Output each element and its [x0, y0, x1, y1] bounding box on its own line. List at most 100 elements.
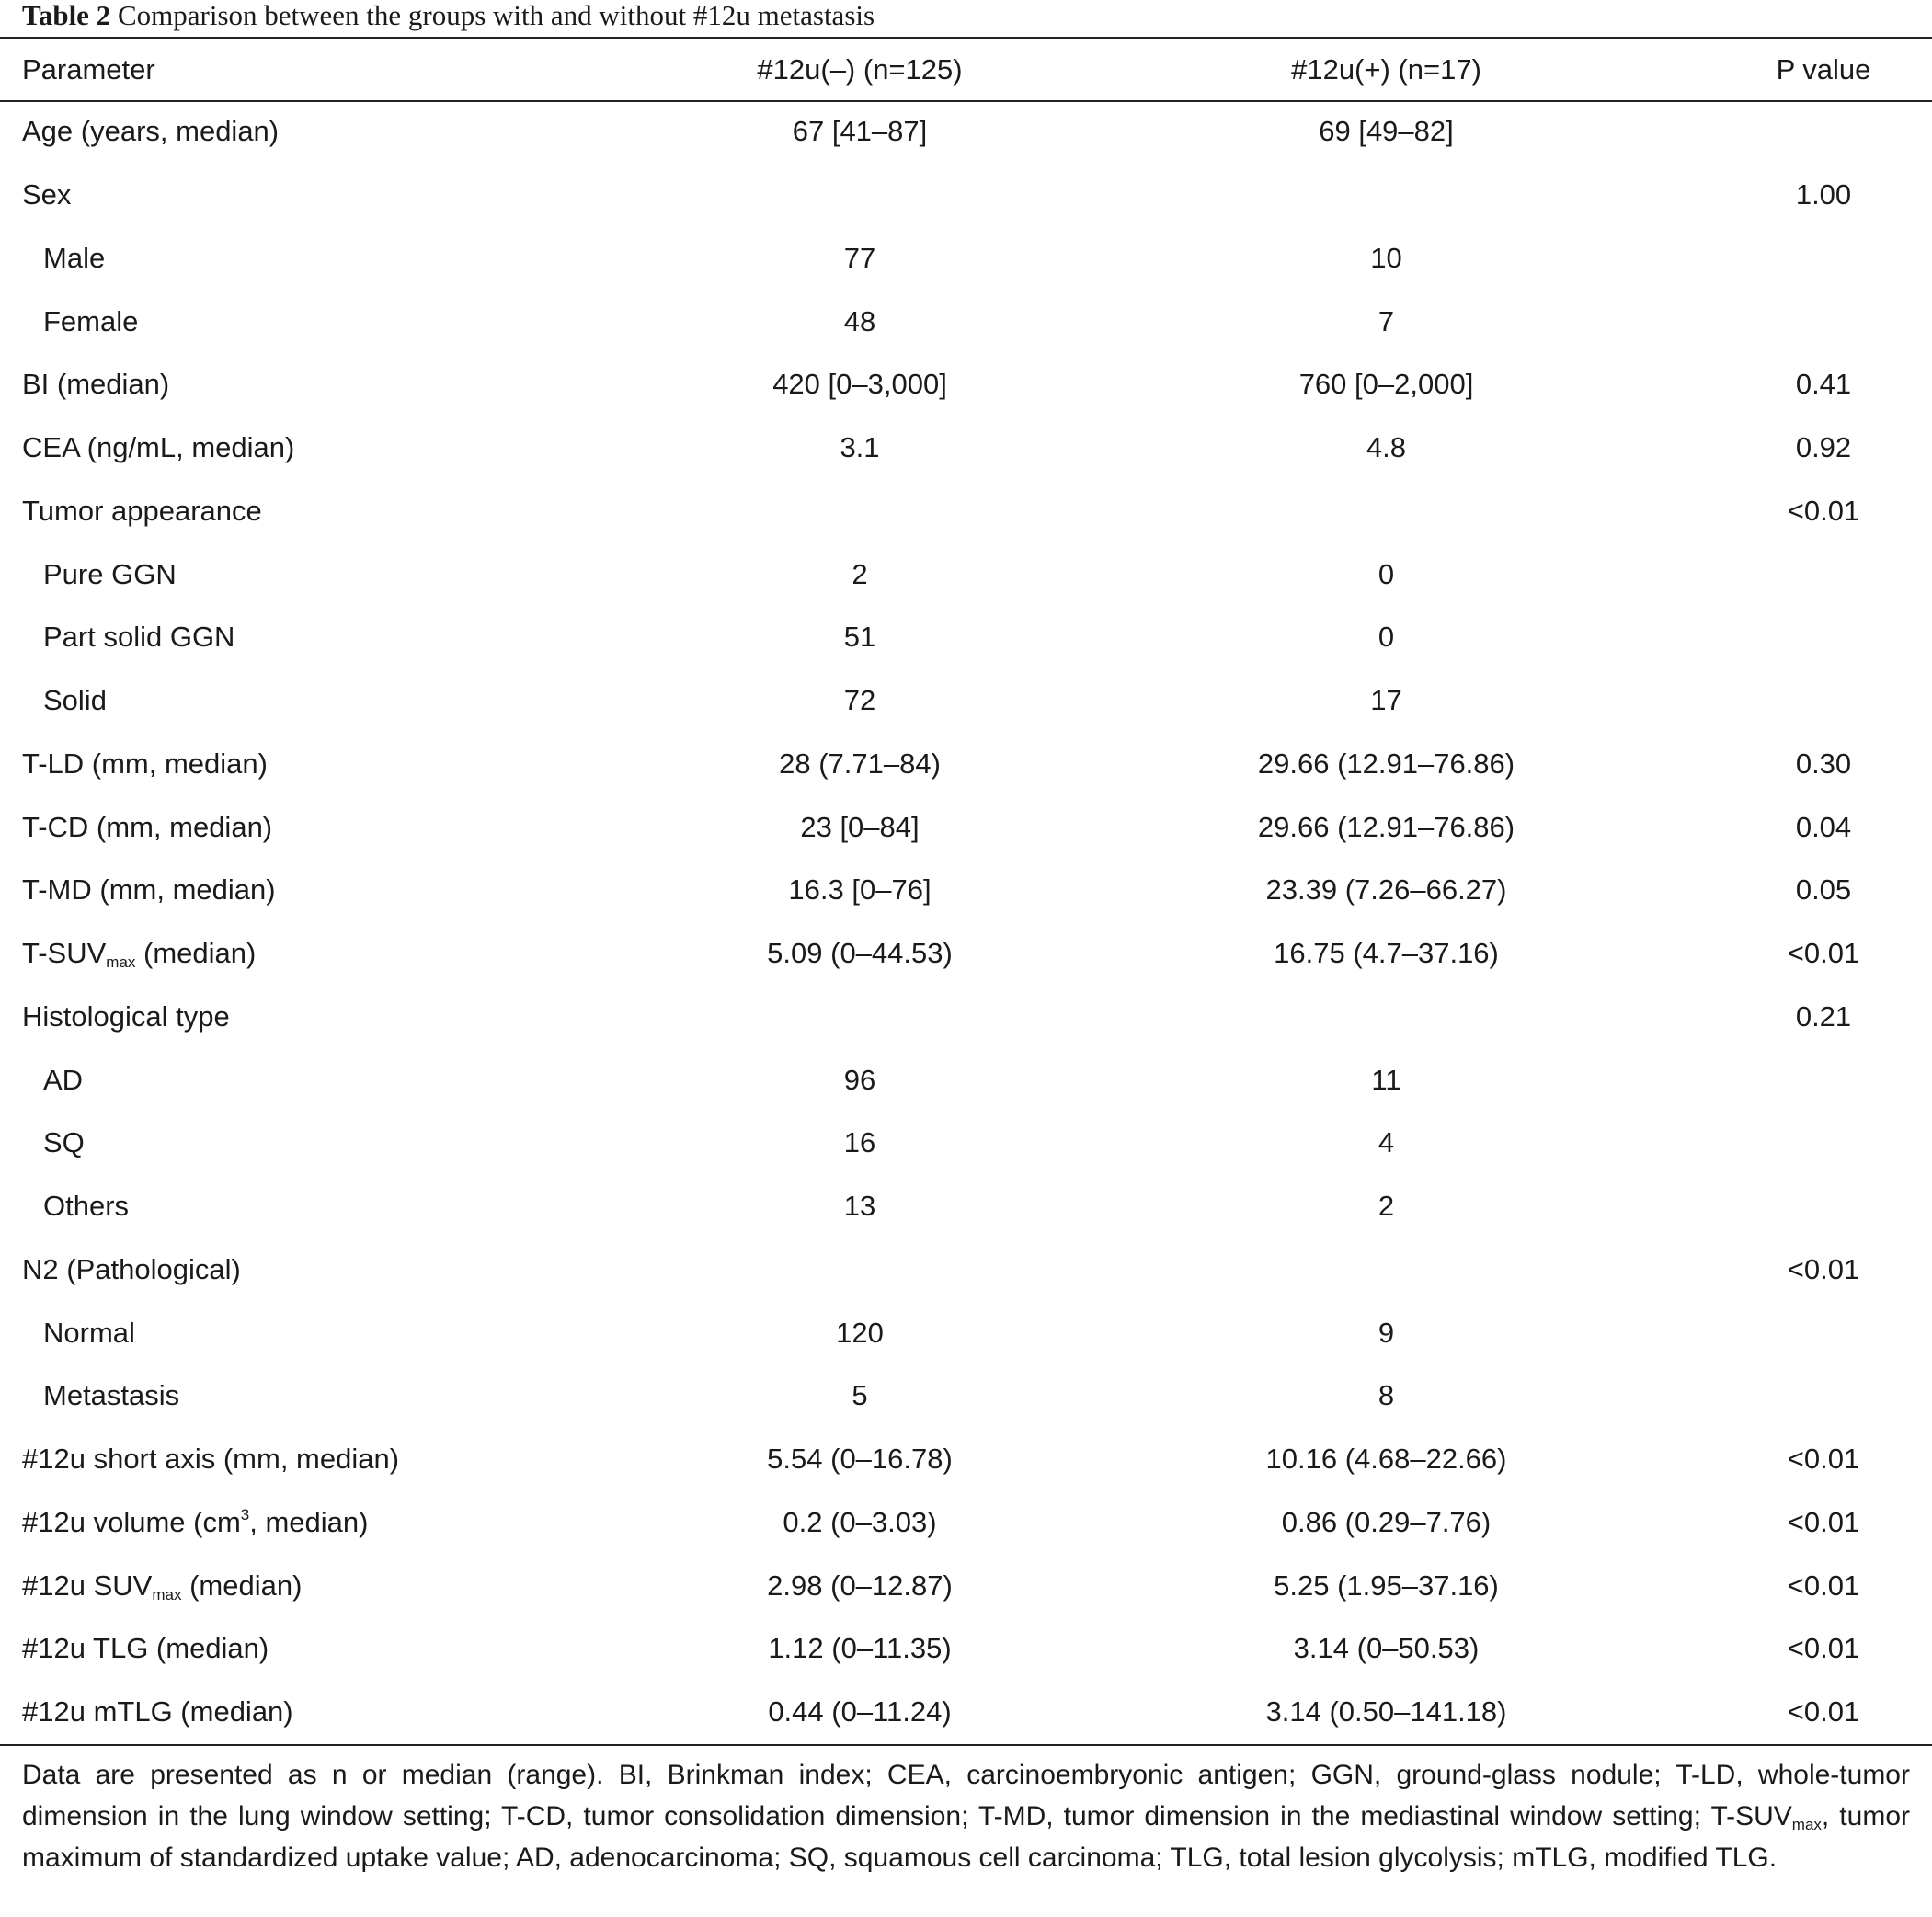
p-value-cell: 0.92: [1795, 431, 1852, 464]
negative-value-cell: 3.1: [840, 431, 880, 464]
table-row: Sex 1.00: [0, 164, 1932, 227]
table-header: Parameter #12u(–) (n=125) #12u(+) (n=17)…: [0, 39, 1932, 100]
positive-value-cell: 10.16 (4.68–22.66): [1265, 1443, 1507, 1476]
p-value-cell: 1.00: [1795, 178, 1852, 211]
negative-value-cell: 28 (7.71–84): [779, 747, 941, 780]
positive-value-cell: 8: [1378, 1379, 1395, 1412]
table-row: #12u volume (cm3, median) 0.2 (0–3.03) 0…: [0, 1491, 1932, 1555]
p-value-cell: <0.01: [1787, 494, 1860, 527]
parameter-cell: Others: [43, 1190, 130, 1223]
positive-value-cell: 3.14 (0.50–141.18): [1265, 1695, 1507, 1729]
table-row: Age (years, median) 67 [41–87] 69 [49–82…: [0, 100, 1932, 164]
footnote-text: Data are presented as n or median (range…: [22, 1760, 1910, 1831]
parameter-cell: SQ: [43, 1126, 85, 1159]
p-value-cell: <0.01: [1787, 1632, 1860, 1665]
table-row: N2 (Pathological) <0.01: [0, 1238, 1932, 1302]
negative-value-cell: 77: [843, 241, 876, 274]
footnote-subscript-max: max: [1791, 1816, 1822, 1833]
header-negative-group: #12u(–) (n=125): [757, 52, 963, 86]
parameter-cell: Male: [43, 241, 106, 274]
negative-value-cell: 120: [836, 1316, 884, 1349]
parameter-text: #12u volume (cm: [22, 1505, 241, 1538]
parameter-cell: #12u short axis (mm, median): [22, 1443, 400, 1476]
superscript-3: 3: [240, 1505, 250, 1523]
parameter-cell: AD: [43, 1063, 84, 1096]
positive-value-cell: [1057, 986, 1715, 1049]
footnote-text-continued: , tumor maximum of standardized uptake v…: [22, 1801, 1910, 1873]
p-value-cell: 0.30: [1795, 747, 1852, 780]
table-row: AD 96 11: [0, 1048, 1932, 1112]
table-row: #12u short axis (mm, median) 5.54 (0–16.…: [0, 1428, 1932, 1491]
table-row: CEA (ng/mL, median) 3.1 4.8 0.92: [0, 416, 1932, 480]
negative-value-cell: 67 [41–87]: [792, 115, 928, 148]
top-rule: [0, 37, 1932, 39]
parameter-text-suffix: , median): [249, 1505, 369, 1538]
parameter-cell: Age (years, median): [22, 115, 280, 148]
negative-value-cell: 96: [843, 1063, 876, 1096]
negative-value-cell: 0.2 (0–3.03): [783, 1505, 937, 1538]
subscript-max: max: [152, 1585, 182, 1603]
negative-value-cell: 2.98 (0–12.87): [767, 1569, 953, 1602]
table-row: T-SUVmax (median) 5.09 (0–44.53) 16.75 (…: [0, 922, 1932, 986]
positive-value-cell: 9: [1378, 1316, 1395, 1349]
positive-value-cell: 4.8: [1366, 431, 1407, 464]
p-value-cell: [1715, 100, 1932, 164]
header-rule: [0, 100, 1932, 102]
positive-value-cell: 11: [1371, 1063, 1401, 1096]
p-value-cell: <0.01: [1787, 1505, 1860, 1538]
table-row: Others 13 2: [0, 1175, 1932, 1238]
positive-value-cell: [1057, 1238, 1715, 1302]
p-value-cell: [1715, 606, 1932, 669]
p-value-cell: [1715, 1048, 1932, 1112]
table-title: Table 2 Comparison between the groups wi…: [22, 0, 875, 33]
p-value-cell: 0.41: [1795, 368, 1852, 401]
parameter-cell: N2 (Pathological): [22, 1252, 241, 1285]
negative-value-cell: 72: [843, 684, 876, 717]
parameter-text-suffix: (median): [135, 937, 257, 970]
positive-value-cell: 760 [0–2,000]: [1298, 368, 1474, 401]
bottom-rule: [0, 1744, 1932, 1746]
parameter-cell: Solid: [43, 684, 107, 717]
header-positive-group: #12u(+) (n=17): [1291, 52, 1481, 86]
positive-value-cell: 5.25 (1.95–37.16): [1274, 1569, 1499, 1602]
parameter-cell: Histological type: [22, 999, 230, 1033]
parameter-cell: T-MD (mm, median): [22, 873, 276, 907]
p-value-cell: [1715, 542, 1932, 606]
positive-value-cell: 2: [1378, 1190, 1395, 1223]
positive-value-cell: 0: [1378, 557, 1395, 590]
table-row: T-LD (mm, median) 28 (7.71–84) 29.66 (12…: [0, 733, 1932, 796]
p-value-cell: [1715, 1175, 1932, 1238]
positive-value-cell: 4: [1378, 1126, 1395, 1159]
parameter-cell: Pure GGN: [43, 557, 177, 590]
negative-value-cell: 1.12 (0–11.35): [768, 1632, 952, 1665]
parameter-cell: Sex: [22, 178, 72, 211]
negative-value-cell: 16: [843, 1126, 876, 1159]
header-parameter: Parameter: [22, 52, 155, 86]
negative-value-cell: 23 [0–84]: [800, 810, 920, 843]
table-row: Male 77 10: [0, 227, 1932, 291]
parameter-cell: Metastasis: [43, 1379, 180, 1412]
table-row: Pure GGN 2 0: [0, 542, 1932, 606]
parameter-cell: BI (median): [22, 368, 170, 401]
p-value-cell: <0.01: [1787, 1443, 1860, 1476]
p-value-cell: [1715, 1112, 1932, 1175]
p-value-cell: [1715, 1364, 1932, 1428]
table-row: T-CD (mm, median) 23 [0–84] 29.66 (12.91…: [0, 795, 1932, 859]
p-value-cell: 0.21: [1795, 999, 1852, 1033]
table-body: Age (years, median) 67 [41–87] 69 [49–82…: [0, 100, 1932, 1744]
parameter-cell: #12u SUVmax (median): [0, 1554, 662, 1617]
header-p-value: P value: [1776, 52, 1871, 86]
negative-value-cell: [662, 480, 1057, 543]
positive-value-cell: 0: [1378, 621, 1395, 654]
table-row: Tumor appearance <0.01: [0, 480, 1932, 543]
table-row: Solid 72 17: [0, 669, 1932, 733]
table-row: Part solid GGN 51 0: [0, 606, 1932, 669]
table-caption: Comparison between the groups with and w…: [117, 0, 875, 31]
parameter-cell: Female: [43, 304, 139, 337]
p-value-cell: 0.04: [1795, 810, 1852, 843]
negative-value-cell: 420 [0–3,000]: [772, 368, 947, 401]
p-value-cell: [1715, 227, 1932, 291]
parameter-cell: Normal: [43, 1316, 135, 1349]
negative-value-cell: [662, 1238, 1057, 1302]
parameter-cell: Part solid GGN: [43, 621, 235, 654]
